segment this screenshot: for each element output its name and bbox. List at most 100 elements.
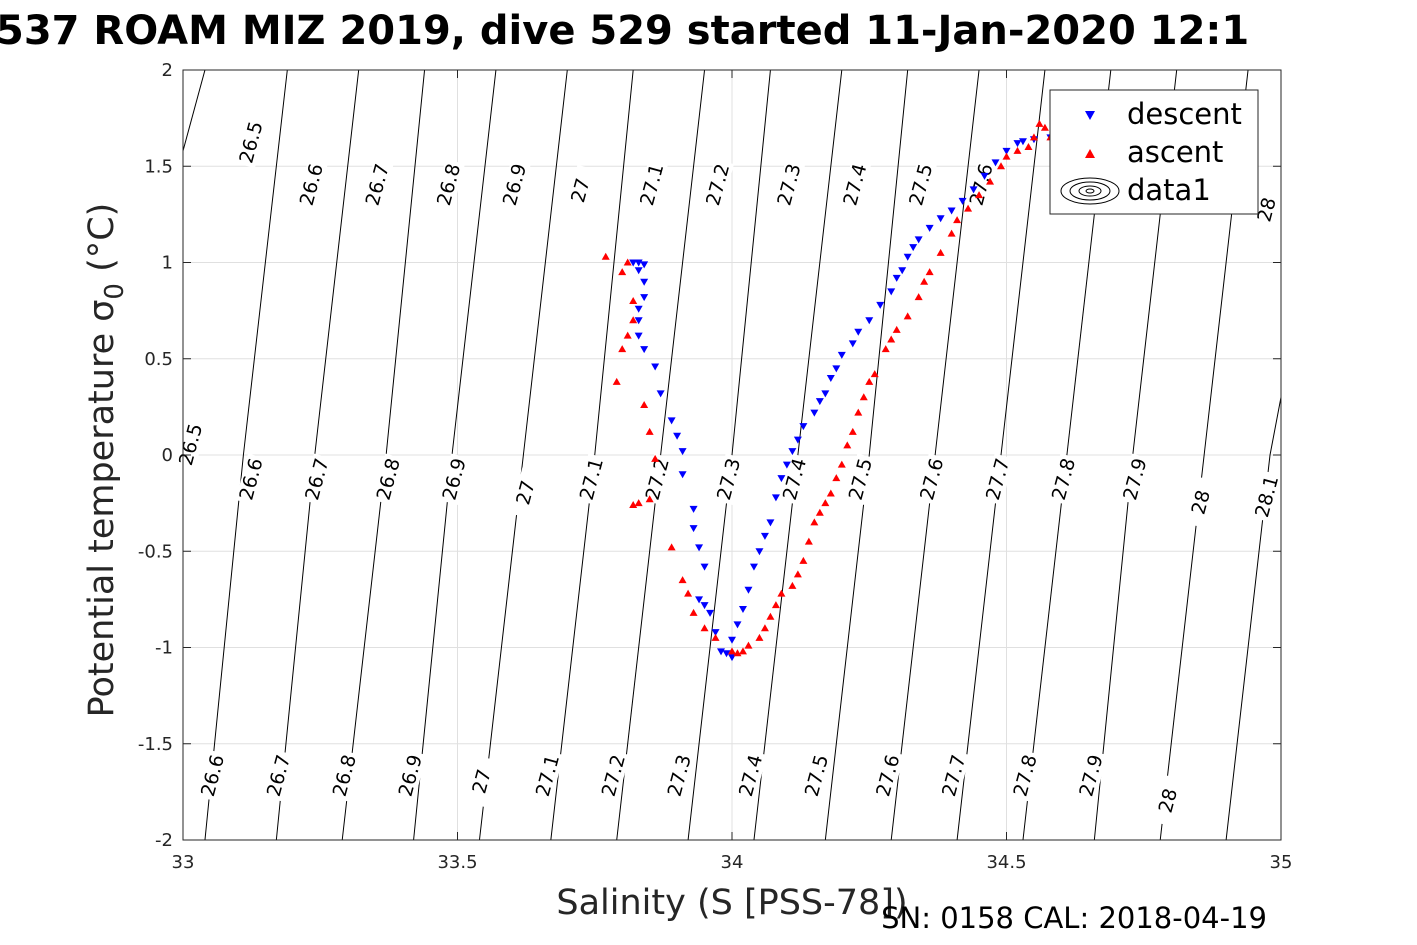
ascent-point bbox=[689, 608, 698, 616]
contour-label: 26.6 bbox=[197, 752, 229, 799]
contour-label-group: 27.8 bbox=[1009, 749, 1042, 802]
contour-label-group: 27.2 bbox=[598, 749, 630, 802]
ascent-point bbox=[771, 601, 780, 609]
descent-point bbox=[848, 340, 857, 348]
contour-label: 27.1 bbox=[636, 161, 668, 208]
ascent-point bbox=[612, 377, 621, 385]
ascent-point bbox=[953, 216, 962, 224]
contour-label-bg bbox=[235, 453, 268, 506]
legend: descent ascent data1 bbox=[1049, 89, 1259, 215]
ascent-point bbox=[629, 501, 638, 509]
contour-label-group: 27.3 bbox=[664, 749, 696, 802]
ascent-point bbox=[859, 393, 868, 401]
legend-data1-label: data1 bbox=[1127, 173, 1211, 207]
contour-label-bg bbox=[844, 453, 877, 506]
ascent-point bbox=[997, 162, 1006, 170]
x-tick-label: 34.5 bbox=[986, 852, 1026, 873]
ascent-point bbox=[728, 647, 736, 655]
ascent-point bbox=[1029, 133, 1038, 141]
contour-label-bg bbox=[438, 453, 471, 506]
descent-point bbox=[760, 532, 769, 540]
contour-label: 27.7 bbox=[982, 456, 1014, 503]
descent-point bbox=[733, 621, 742, 629]
y-tick-label: -0.5 bbox=[138, 541, 173, 562]
ascent-point bbox=[755, 633, 764, 641]
contour-label: 27.1 bbox=[532, 752, 564, 799]
contour-label-group: 27.4 bbox=[779, 453, 811, 506]
contour-label: 27.7 bbox=[938, 752, 970, 799]
contour-label-bg bbox=[263, 749, 295, 802]
contour-label: 26.7 bbox=[263, 752, 295, 799]
contour-label: 27.5 bbox=[905, 161, 937, 208]
descent-point bbox=[958, 197, 967, 205]
descent-point bbox=[898, 267, 907, 275]
descent-point bbox=[678, 448, 687, 456]
x-axis-label: Salinity (S [PSS-78]) bbox=[556, 883, 907, 923]
descent-point bbox=[815, 398, 824, 406]
ascent-point bbox=[920, 277, 929, 285]
descent-point bbox=[854, 328, 863, 336]
descent-point bbox=[656, 390, 665, 398]
ascent-point bbox=[892, 325, 901, 333]
x-tick-label: 35 bbox=[1270, 852, 1293, 873]
ascent-point bbox=[777, 589, 786, 597]
descent-point bbox=[700, 563, 709, 571]
density-contour-26-6 bbox=[204, 70, 288, 840]
contour-label-bg bbox=[713, 453, 745, 506]
descent-point bbox=[947, 207, 956, 215]
contour-label-group: 27.1 bbox=[576, 453, 608, 506]
contour-label-bg bbox=[197, 749, 229, 802]
ascent-point bbox=[623, 258, 632, 266]
contour-label-bg bbox=[532, 749, 564, 802]
ascent-point bbox=[854, 408, 863, 416]
descent-point bbox=[744, 586, 753, 594]
contour-label-group: 27 bbox=[466, 755, 498, 808]
descent-point bbox=[788, 448, 797, 456]
ascent-point bbox=[601, 252, 610, 260]
data-points bbox=[601, 119, 1082, 662]
descent-point bbox=[892, 274, 901, 282]
density-contour-27-3 bbox=[687, 70, 771, 840]
ascent-point bbox=[645, 427, 654, 435]
contour-label: 26.8 bbox=[329, 752, 361, 799]
contour-label-group: 28 bbox=[1152, 774, 1185, 827]
contour-label-bg bbox=[839, 158, 872, 211]
ascent-point bbox=[678, 576, 687, 584]
contour-label-bg bbox=[1119, 453, 1152, 506]
descent-point bbox=[826, 375, 835, 382]
ascent-point bbox=[837, 460, 846, 468]
contour-label: 27.2 bbox=[598, 752, 630, 799]
contour-label-bg bbox=[510, 466, 542, 519]
contour-label: 26.6 bbox=[296, 161, 328, 208]
contour-labels: 26.5 26.5 26.6 26.6 26.6 26.7 26.7 26.7 26.8 26.8… bbox=[175, 116, 1283, 827]
contour-label-group: 28.1 bbox=[1251, 470, 1283, 523]
descent-point bbox=[876, 301, 885, 309]
ascent-point bbox=[711, 633, 720, 641]
descent-point bbox=[673, 432, 682, 440]
contour-label-group: 26.6 bbox=[235, 453, 268, 506]
contour-label-bg bbox=[433, 158, 465, 211]
descent-point bbox=[651, 363, 660, 371]
ascent-point bbox=[804, 537, 813, 545]
contour-label-group: 26.6 bbox=[197, 749, 229, 802]
descent-point bbox=[689, 505, 698, 513]
y-tick-label: 0.5 bbox=[144, 349, 173, 370]
y-label-subscript: 0 bbox=[100, 283, 130, 300]
contour-label-bg bbox=[372, 453, 405, 506]
density-contour-27-7 bbox=[956, 70, 1046, 840]
ascent-point bbox=[629, 297, 638, 304]
contour-label: 27.4 bbox=[839, 161, 871, 208]
ascent-point bbox=[760, 624, 769, 632]
contour-label-bg bbox=[499, 158, 531, 211]
legend-box bbox=[1049, 89, 1259, 215]
ascent-point bbox=[618, 268, 627, 276]
ascent-point bbox=[1035, 119, 1044, 127]
contour-label: 26.9 bbox=[499, 161, 531, 208]
ascent-point bbox=[744, 641, 753, 649]
descent-point bbox=[980, 172, 989, 180]
legend-descent-label: descent bbox=[1127, 97, 1242, 131]
contour-label-group: 27.5 bbox=[844, 453, 877, 506]
contour-label: 26.5 bbox=[175, 421, 207, 468]
ascent-point bbox=[947, 229, 956, 237]
descent-point bbox=[832, 365, 841, 373]
